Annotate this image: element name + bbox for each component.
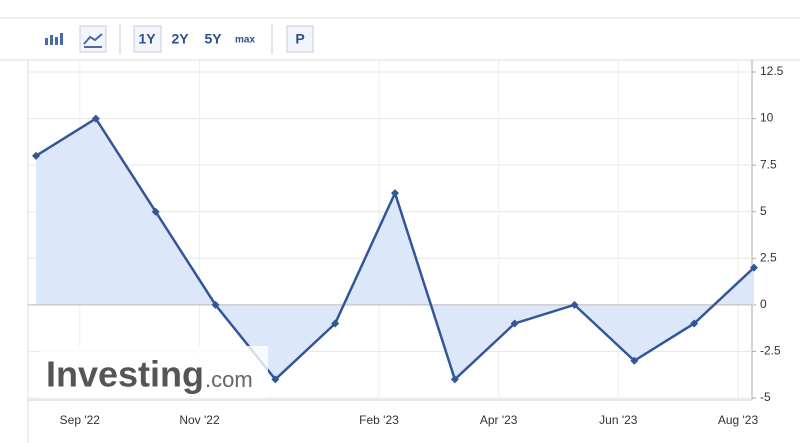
marker [570, 300, 579, 309]
marker [211, 300, 220, 309]
marker [690, 319, 699, 328]
y-tick-label: -2.5 [760, 344, 781, 358]
range-button[interactable]: 2Y [171, 31, 189, 47]
marker [630, 356, 639, 365]
watermark-bg [40, 346, 268, 398]
x-tick-label: Apr '23 [480, 413, 518, 427]
x-tick-label: Aug '23 [718, 413, 759, 427]
marker [271, 375, 280, 384]
y-tick-label: 5 [760, 204, 767, 218]
marker [91, 114, 100, 123]
y-tick-label: 2.5 [760, 250, 777, 264]
area-fill [36, 118, 754, 380]
range-button[interactable]: 1Y [138, 31, 156, 47]
x-tick-label: Nov '22 [179, 413, 220, 427]
marker [391, 189, 399, 198]
x-tick-label: Sep '22 [60, 413, 101, 427]
active-button [133, 25, 162, 53]
p-button[interactable]: P [295, 31, 304, 47]
y-tick-label: 10 [760, 111, 774, 125]
watermark-suffix: .com [205, 367, 253, 392]
marker [750, 263, 758, 272]
marker [450, 375, 459, 384]
y-tick-label: 0 [760, 297, 767, 311]
marker [510, 319, 519, 328]
x-tick-label: Feb '23 [359, 413, 399, 427]
watermark-brand: Investing [46, 354, 204, 395]
y-tick-label: 12.5 [760, 64, 784, 78]
y-tick-label: -5 [760, 390, 771, 404]
line-icon [83, 33, 103, 48]
bar-icon[interactable] [45, 33, 63, 45]
marker [151, 207, 160, 216]
range-button[interactable]: 5Y [204, 31, 222, 47]
range-button[interactable]: max [235, 35, 255, 46]
y-tick-label: 7.5 [760, 157, 777, 171]
marker [32, 151, 40, 160]
marker [331, 319, 340, 328]
x-tick-label: Jun '23 [599, 413, 638, 427]
p-button-box [286, 25, 314, 53]
